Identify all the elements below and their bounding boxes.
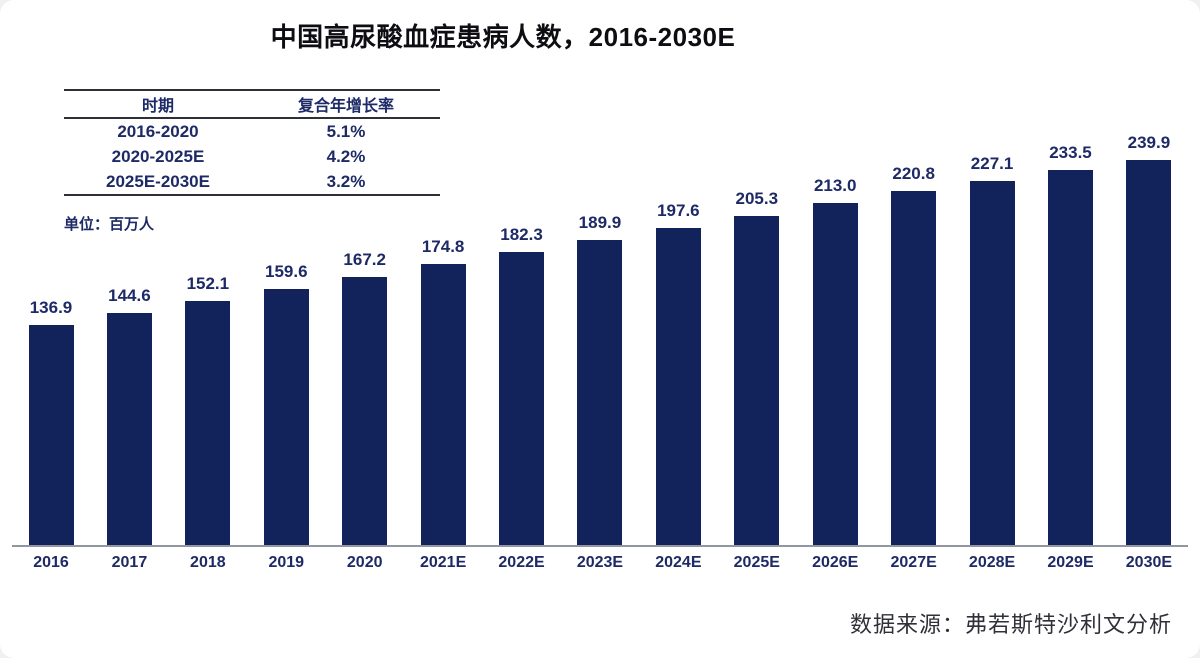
- bar-chart: 136.9 144.6 152.1 159.6 167.2 174.8 182.3 189.9…: [12, 127, 1188, 572]
- bar-value-label: 144.6: [108, 286, 151, 305]
- x-axis-tick: 2023E: [576, 554, 624, 571]
- x-axis-tick: 2020: [346, 554, 383, 571]
- bar-group: 197.6: [639, 201, 717, 545]
- x-axis-tick: 2028E: [968, 554, 1016, 571]
- bar: [812, 203, 858, 545]
- x-axis-tick: 2026E: [812, 554, 859, 571]
- cagr-table-header-row: 时期 复合年增长率: [64, 91, 440, 119]
- bar-group: 182.3: [483, 225, 561, 545]
- period-cell: 2020-2025E: [111, 146, 205, 166]
- cagr-table-header-period: 时期: [141, 98, 174, 115]
- source-note: 数据来源：弗若斯特沙利文分析: [849, 612, 1172, 637]
- x-axis-labels: 2016 2017 2018 2019 2020 2021E 2022E 2023E 2024E…: [12, 554, 1188, 572]
- table-row: 2020-2025E 4.2%: [64, 144, 440, 169]
- x-axis-tick: 2017: [111, 554, 148, 571]
- bar-group: 167.2: [326, 250, 404, 545]
- cagr-table: 时期 复合年增长率 2016-2020 5.1% 2020-2025E 4.2%…: [64, 89, 440, 196]
- bar: [1047, 170, 1093, 545]
- bar: [655, 228, 701, 545]
- bar: [1126, 160, 1172, 545]
- bar-value-label: 152.1: [186, 274, 230, 293]
- bar-value-label: 227.1: [970, 154, 1014, 173]
- bar: [891, 191, 937, 545]
- unit-label: 单位：百万人: [64, 216, 155, 233]
- bar-value-label: 205.3: [735, 189, 779, 208]
- x-axis-tick: 2019: [268, 554, 305, 571]
- bar-value-label: 136.9: [29, 298, 73, 317]
- period-cell: 2025E-2030E: [106, 171, 210, 191]
- bar-value-label: 189.9: [578, 213, 622, 232]
- bar-group: 144.6: [90, 286, 168, 545]
- bar-group: 189.9: [561, 213, 639, 545]
- bar: [969, 181, 1015, 545]
- table-row: 2016-2020 5.1%: [64, 119, 440, 144]
- bar-value-label: 159.6: [264, 262, 308, 281]
- bar-value-label: 174.8: [421, 237, 465, 256]
- bar-value-label: 167.2: [343, 250, 386, 269]
- x-axis-tick: 2027E: [890, 554, 937, 571]
- x-axis-tick: 2029E: [1047, 554, 1094, 571]
- bar-value-label: 213.0: [813, 176, 857, 195]
- bar: [420, 264, 466, 545]
- x-axis-tick: 2025E: [733, 554, 780, 571]
- x-axis-tick: 2018: [190, 554, 226, 571]
- chart-title: 中国高尿酸血症患病人数，2016-2030E: [270, 22, 736, 52]
- bars-row: 136.9 144.6 152.1 159.6 167.2 174.8 182.3 189.9…: [12, 127, 1188, 547]
- period-cell: 2016-2020: [117, 121, 199, 141]
- bar-value-label: 220.8: [892, 164, 935, 183]
- bar-value-label: 239.9: [1127, 133, 1171, 152]
- bar-group: 213.0: [796, 176, 874, 545]
- cagr-cell: 3.2%: [326, 171, 366, 191]
- bar-group: 152.1: [169, 274, 247, 545]
- cagr-cell: 5.1%: [326, 121, 366, 141]
- bar-value-label: 182.3: [500, 225, 543, 244]
- bar-group: 239.9: [1110, 133, 1188, 545]
- cagr-cell: 4.2%: [326, 146, 366, 166]
- x-axis-tick: 2024E: [655, 554, 702, 571]
- bar: [106, 313, 152, 545]
- bar: [499, 252, 545, 545]
- bar-group: 233.5: [1031, 143, 1109, 545]
- x-axis-tick: 2030E: [1125, 554, 1173, 571]
- bar-group: 136.9: [12, 298, 90, 545]
- bar-group: 159.6: [247, 262, 325, 545]
- bar: [263, 289, 309, 545]
- bar: [185, 301, 231, 545]
- bar: [342, 277, 388, 545]
- bar-value-label: 197.6: [657, 201, 700, 220]
- table-row: 2025E-2030E 3.2%: [64, 169, 440, 194]
- bar-group: 205.3: [718, 189, 796, 545]
- bar-group: 220.8: [875, 164, 953, 545]
- bar-group: 174.8: [404, 237, 482, 545]
- bar: [28, 325, 74, 545]
- bar-group: 227.1: [953, 154, 1031, 545]
- cagr-table-header-cagr: 复合年增长率: [297, 98, 394, 115]
- x-axis-tick: 2016: [33, 554, 69, 571]
- bar-value-label: 233.5: [1049, 143, 1092, 162]
- x-axis-tick: 2022E: [498, 554, 545, 571]
- bar: [577, 240, 623, 545]
- x-axis-tick: 2021E: [419, 554, 467, 571]
- bar: [734, 216, 780, 545]
